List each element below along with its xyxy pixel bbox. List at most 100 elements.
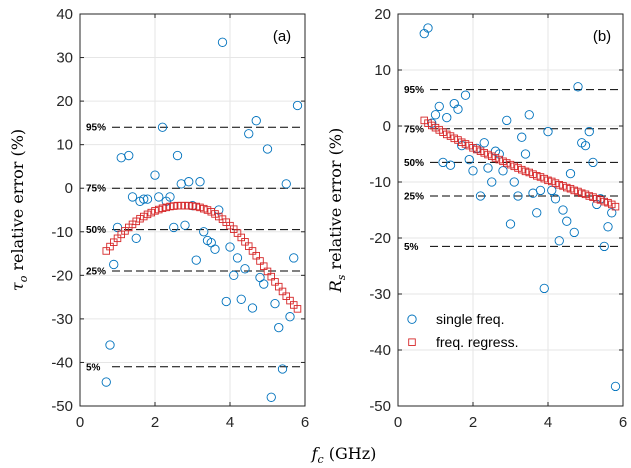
data-point [195,177,205,187]
percentile-label: 95% [404,85,424,96]
legend-marker [408,338,416,346]
axes-box [79,13,306,407]
data-point [131,233,141,243]
y-tick-label: -50 [369,398,391,415]
data-point [277,364,288,374]
y-tick-label: -30 [51,311,73,328]
data-point [139,194,149,204]
y-tick-label: -50 [51,398,73,415]
y-tick-label: -30 [369,286,391,303]
x-tick-label: 4 [544,414,552,431]
data-point [225,242,235,252]
legend: single freq. freq. regress. [407,311,518,350]
data-point [539,283,549,294]
data-point [573,82,583,92]
y-tick-label: -20 [369,230,391,247]
y-tick-label: 0 [383,118,391,135]
data-point [513,191,523,201]
panel-b: 95% 75% 50% 25% 5% 0 2 4 6 20 10 0 -10 -20 -30 -40 -50 (b… [326,6,627,431]
series-freq-regress [102,201,302,313]
data-point [236,294,246,304]
data-point [554,236,564,246]
legend-entry: freq. regress. [436,334,518,350]
data-point [524,110,534,120]
data-point [281,179,291,189]
y-tick-label: -20 [51,267,73,284]
x-axis-label: fc (GHz) [311,444,377,466]
data-point [550,194,561,204]
percentile-label: 25% [404,192,424,203]
data-point [191,255,201,265]
data-point [109,259,119,270]
data-point [247,303,258,313]
x-tick-label: 2 [151,414,159,431]
data-point [423,23,433,33]
x-tick-label: 4 [226,414,234,431]
data-point [460,90,471,100]
data-point [154,192,164,202]
data-point [240,264,250,274]
data-point [445,160,456,170]
percentile-label: 95% [86,123,106,134]
data-point [547,185,557,196]
data-point [464,154,474,165]
y-axis-label: τo relative error (%) [8,129,30,291]
data-point [483,163,493,173]
y-tick-label: 40 [56,6,73,23]
percentile-label: 5% [404,242,419,253]
data-point [487,177,497,187]
percentile-label: 5% [86,362,101,373]
data-point [262,144,273,154]
data-point [270,298,280,309]
data-point [558,205,568,215]
y-tick-label: 20 [56,93,73,110]
data-point [475,191,486,201]
data-point [588,157,598,168]
data-point [199,227,209,237]
y-tick-label: 10 [56,137,73,154]
y-tick-label: 10 [374,62,391,79]
data-point [289,253,299,263]
data-point [293,305,302,313]
data-point [498,166,508,176]
data-point [584,126,594,137]
data-point [479,138,489,148]
y-tick-label: 20 [374,6,391,23]
percentile-label: 50% [404,158,424,169]
data-point [509,177,519,187]
data-point [580,140,591,151]
x-tick-label: 6 [301,414,309,431]
x-tick-label: 6 [619,414,627,431]
percentile-label: 50% [86,225,106,236]
y-axis-label: Rs relative error (%) [326,128,348,294]
data-point [603,222,613,232]
data-point [101,377,111,387]
data-point [255,272,265,283]
data-point [266,392,276,402]
panel-label: (b) [593,28,611,45]
data-point [520,149,531,159]
y-tick-label: 0 [65,180,73,197]
data-point [292,100,303,111]
data-point [172,150,183,161]
data-point [221,296,231,307]
data-point [251,116,261,126]
data-point [274,322,284,333]
data-point [217,37,228,47]
percentile-label: 75% [404,124,424,135]
data-point [453,104,463,114]
data-point [434,101,444,112]
data-point [599,241,609,252]
data-point [569,227,579,238]
data-point [169,222,179,233]
legend-entry: single freq. [436,311,504,327]
y-tick-label: -40 [51,354,73,371]
data-point [468,166,478,176]
data-point [562,216,572,226]
data-point [532,208,542,218]
data-point [442,112,452,123]
data-point [229,270,239,280]
data-point [124,150,134,161]
series-single-freq [101,37,303,402]
